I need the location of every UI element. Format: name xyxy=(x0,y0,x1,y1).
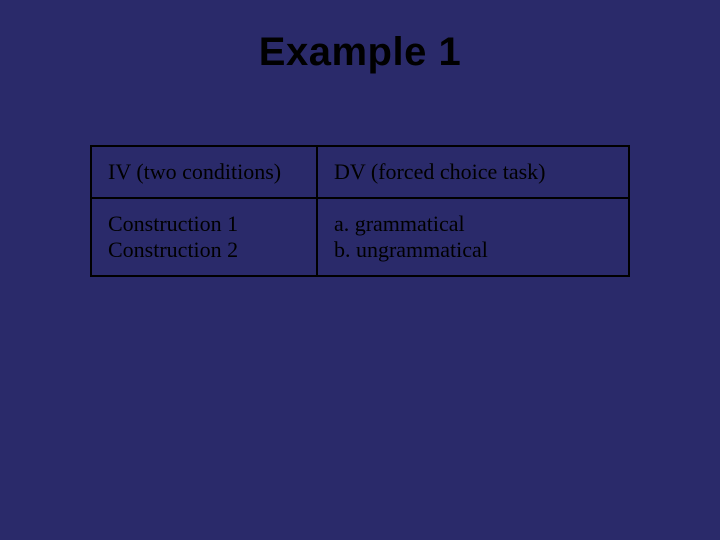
table-row: IV (two conditions) DV (forced choice ta… xyxy=(91,146,629,198)
table-cell-header-left: IV (two conditions) xyxy=(91,146,317,198)
table-cell-body-right: a. grammatical b. ungrammatical xyxy=(317,198,629,276)
slide: Example 1 IV (two conditions) DV (forced… xyxy=(0,0,720,540)
data-table: IV (two conditions) DV (forced choice ta… xyxy=(90,145,630,277)
page-title: Example 1 xyxy=(40,30,680,75)
cell-text-line: Construction 2 xyxy=(108,237,300,263)
cell-text-line: a. grammatical xyxy=(334,211,612,237)
table-cell-header-right: DV (forced choice task) xyxy=(317,146,629,198)
table-row: Construction 1 Construction 2 a. grammat… xyxy=(91,198,629,276)
cell-text-line: Construction 1 xyxy=(108,211,300,237)
table-cell-body-left: Construction 1 Construction 2 xyxy=(91,198,317,276)
cell-text-line: b. ungrammatical xyxy=(334,237,612,263)
